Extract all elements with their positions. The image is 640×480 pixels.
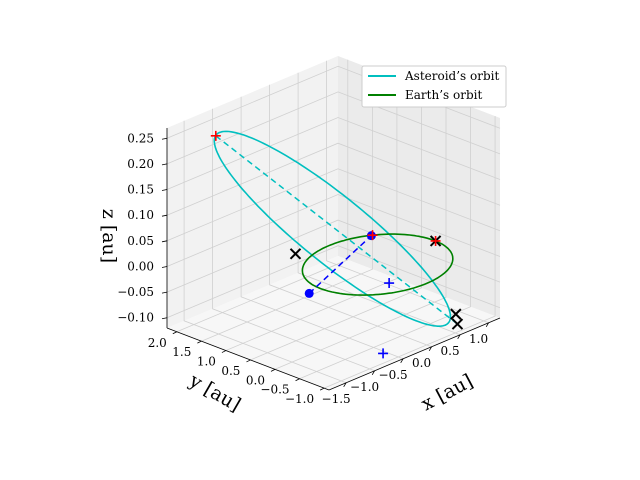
y-tick-label-4: 1.0 xyxy=(197,355,216,369)
y-grid-line-2 xyxy=(274,97,447,370)
z-tick-label-4: 0.10 xyxy=(127,208,154,222)
z-tick-label-6: 0.20 xyxy=(127,157,154,171)
x-tick-mark-2 xyxy=(400,358,404,364)
y-tick-mark-6 xyxy=(172,331,177,335)
z-tick-mark-7 xyxy=(161,137,168,140)
y-grid-line-1 xyxy=(299,106,471,380)
blue-plus-marker-0 xyxy=(384,278,395,289)
z-tick-mark-4 xyxy=(161,214,168,217)
z-grid-line-2 xyxy=(166,194,501,267)
back-pane-yz xyxy=(338,56,500,318)
legend-earth-label: Earth’s orbit xyxy=(405,88,482,102)
z-tick-label-7: 0.25 xyxy=(127,131,154,145)
y-tick-label-6: 2.0 xyxy=(148,336,167,350)
y-tick-label-0: −1.0 xyxy=(285,392,314,406)
z-grid-line-4 xyxy=(166,142,501,216)
blue-plus-marker-1 xyxy=(378,348,389,359)
black-x-marker-3 xyxy=(451,318,464,330)
y-tick-label-3: 0.5 xyxy=(221,364,240,378)
black-x-marker-2 xyxy=(450,308,462,320)
y-tick-label-2: 0.0 xyxy=(246,373,265,387)
x-tick-label-1: −1.0 xyxy=(350,380,379,394)
x-tick-mark-5 xyxy=(485,322,489,328)
blue-dot-marker-1 xyxy=(304,288,314,298)
x-axis-label: x [au] xyxy=(418,370,477,415)
red-plus-marker-2 xyxy=(367,230,378,241)
y-grid-line-0 xyxy=(323,116,496,389)
dashed-line-1 xyxy=(215,135,458,325)
legend-frame xyxy=(361,65,507,108)
x-tick-label-2: −0.5 xyxy=(379,368,408,382)
z-grid-line-0 xyxy=(166,245,501,319)
y-tick-mark-0 xyxy=(319,387,325,391)
x-tick-label-4: 0.5 xyxy=(441,344,460,358)
z-tick-mark-5 xyxy=(161,189,168,191)
x-tick-mark-3 xyxy=(428,346,432,352)
dashed-line-0 xyxy=(308,235,372,294)
legend-asteroid-label: Asteroid’s orbit xyxy=(404,69,499,83)
y-tick-mark-1 xyxy=(295,378,300,382)
back-pane-xz xyxy=(167,56,338,328)
y-tick-mark-2 xyxy=(270,368,276,372)
x-tick-mark-0 xyxy=(343,382,347,388)
z-tick-label-2: 0.00 xyxy=(127,259,154,273)
x-tick-label-3: 0.0 xyxy=(412,356,431,370)
black-x-marker-0 xyxy=(289,248,302,260)
tick-labels: −1.5−1.0−0.50.00.51.0−1.0−0.50.00.51.01.… xyxy=(117,131,489,406)
y-grid-line-5 xyxy=(201,69,373,342)
orbit-line-1 xyxy=(301,233,454,296)
x-tick-mark-1 xyxy=(371,370,375,376)
y-tick-mark-4 xyxy=(221,350,227,353)
red-plus-marker-1 xyxy=(430,235,441,246)
z-tick-mark-2 xyxy=(161,266,168,268)
x-axis-line xyxy=(328,317,501,391)
z-tick-label-5: 0.15 xyxy=(127,183,154,197)
orbit-markers xyxy=(210,130,464,359)
y-tick-mark-5 xyxy=(197,340,202,344)
y-tick-mark-3 xyxy=(246,359,251,363)
z-tick-mark-6 xyxy=(161,163,168,166)
z-tick-label-0: −0.10 xyxy=(117,311,154,325)
y-grid-line-3 xyxy=(250,87,422,361)
z-tick-label-3: 0.05 xyxy=(127,234,154,248)
z-tick-mark-0 xyxy=(161,317,168,320)
legend: Asteroid’s orbit Earth’s orbit xyxy=(361,65,507,108)
z-tick-label-1: −0.05 xyxy=(117,285,154,299)
y-axis-line xyxy=(166,327,330,391)
z-grid-line-6 xyxy=(166,91,501,165)
grid-lines xyxy=(166,59,501,389)
x-tick-label-5: 1.0 xyxy=(469,332,488,346)
z-axis-label: z [au] xyxy=(98,209,120,263)
y-tick-label-5: 1.5 xyxy=(172,345,191,359)
z-grid-line-1 xyxy=(166,219,501,293)
red-plus-marker-0 xyxy=(210,130,221,141)
y-tick-label-1: −0.5 xyxy=(260,383,289,397)
z-grid-line-7 xyxy=(166,65,501,139)
y-grid-line-4 xyxy=(225,78,398,351)
axis-lines xyxy=(166,128,501,391)
x-tick-label-0: −1.5 xyxy=(322,392,351,406)
y-grid-line-6 xyxy=(176,59,349,333)
z-tick-mark-1 xyxy=(161,291,168,294)
z-tick-mark-3 xyxy=(161,240,168,243)
z-grid-line-3 xyxy=(166,168,501,242)
x-tick-mark-4 xyxy=(457,334,461,340)
